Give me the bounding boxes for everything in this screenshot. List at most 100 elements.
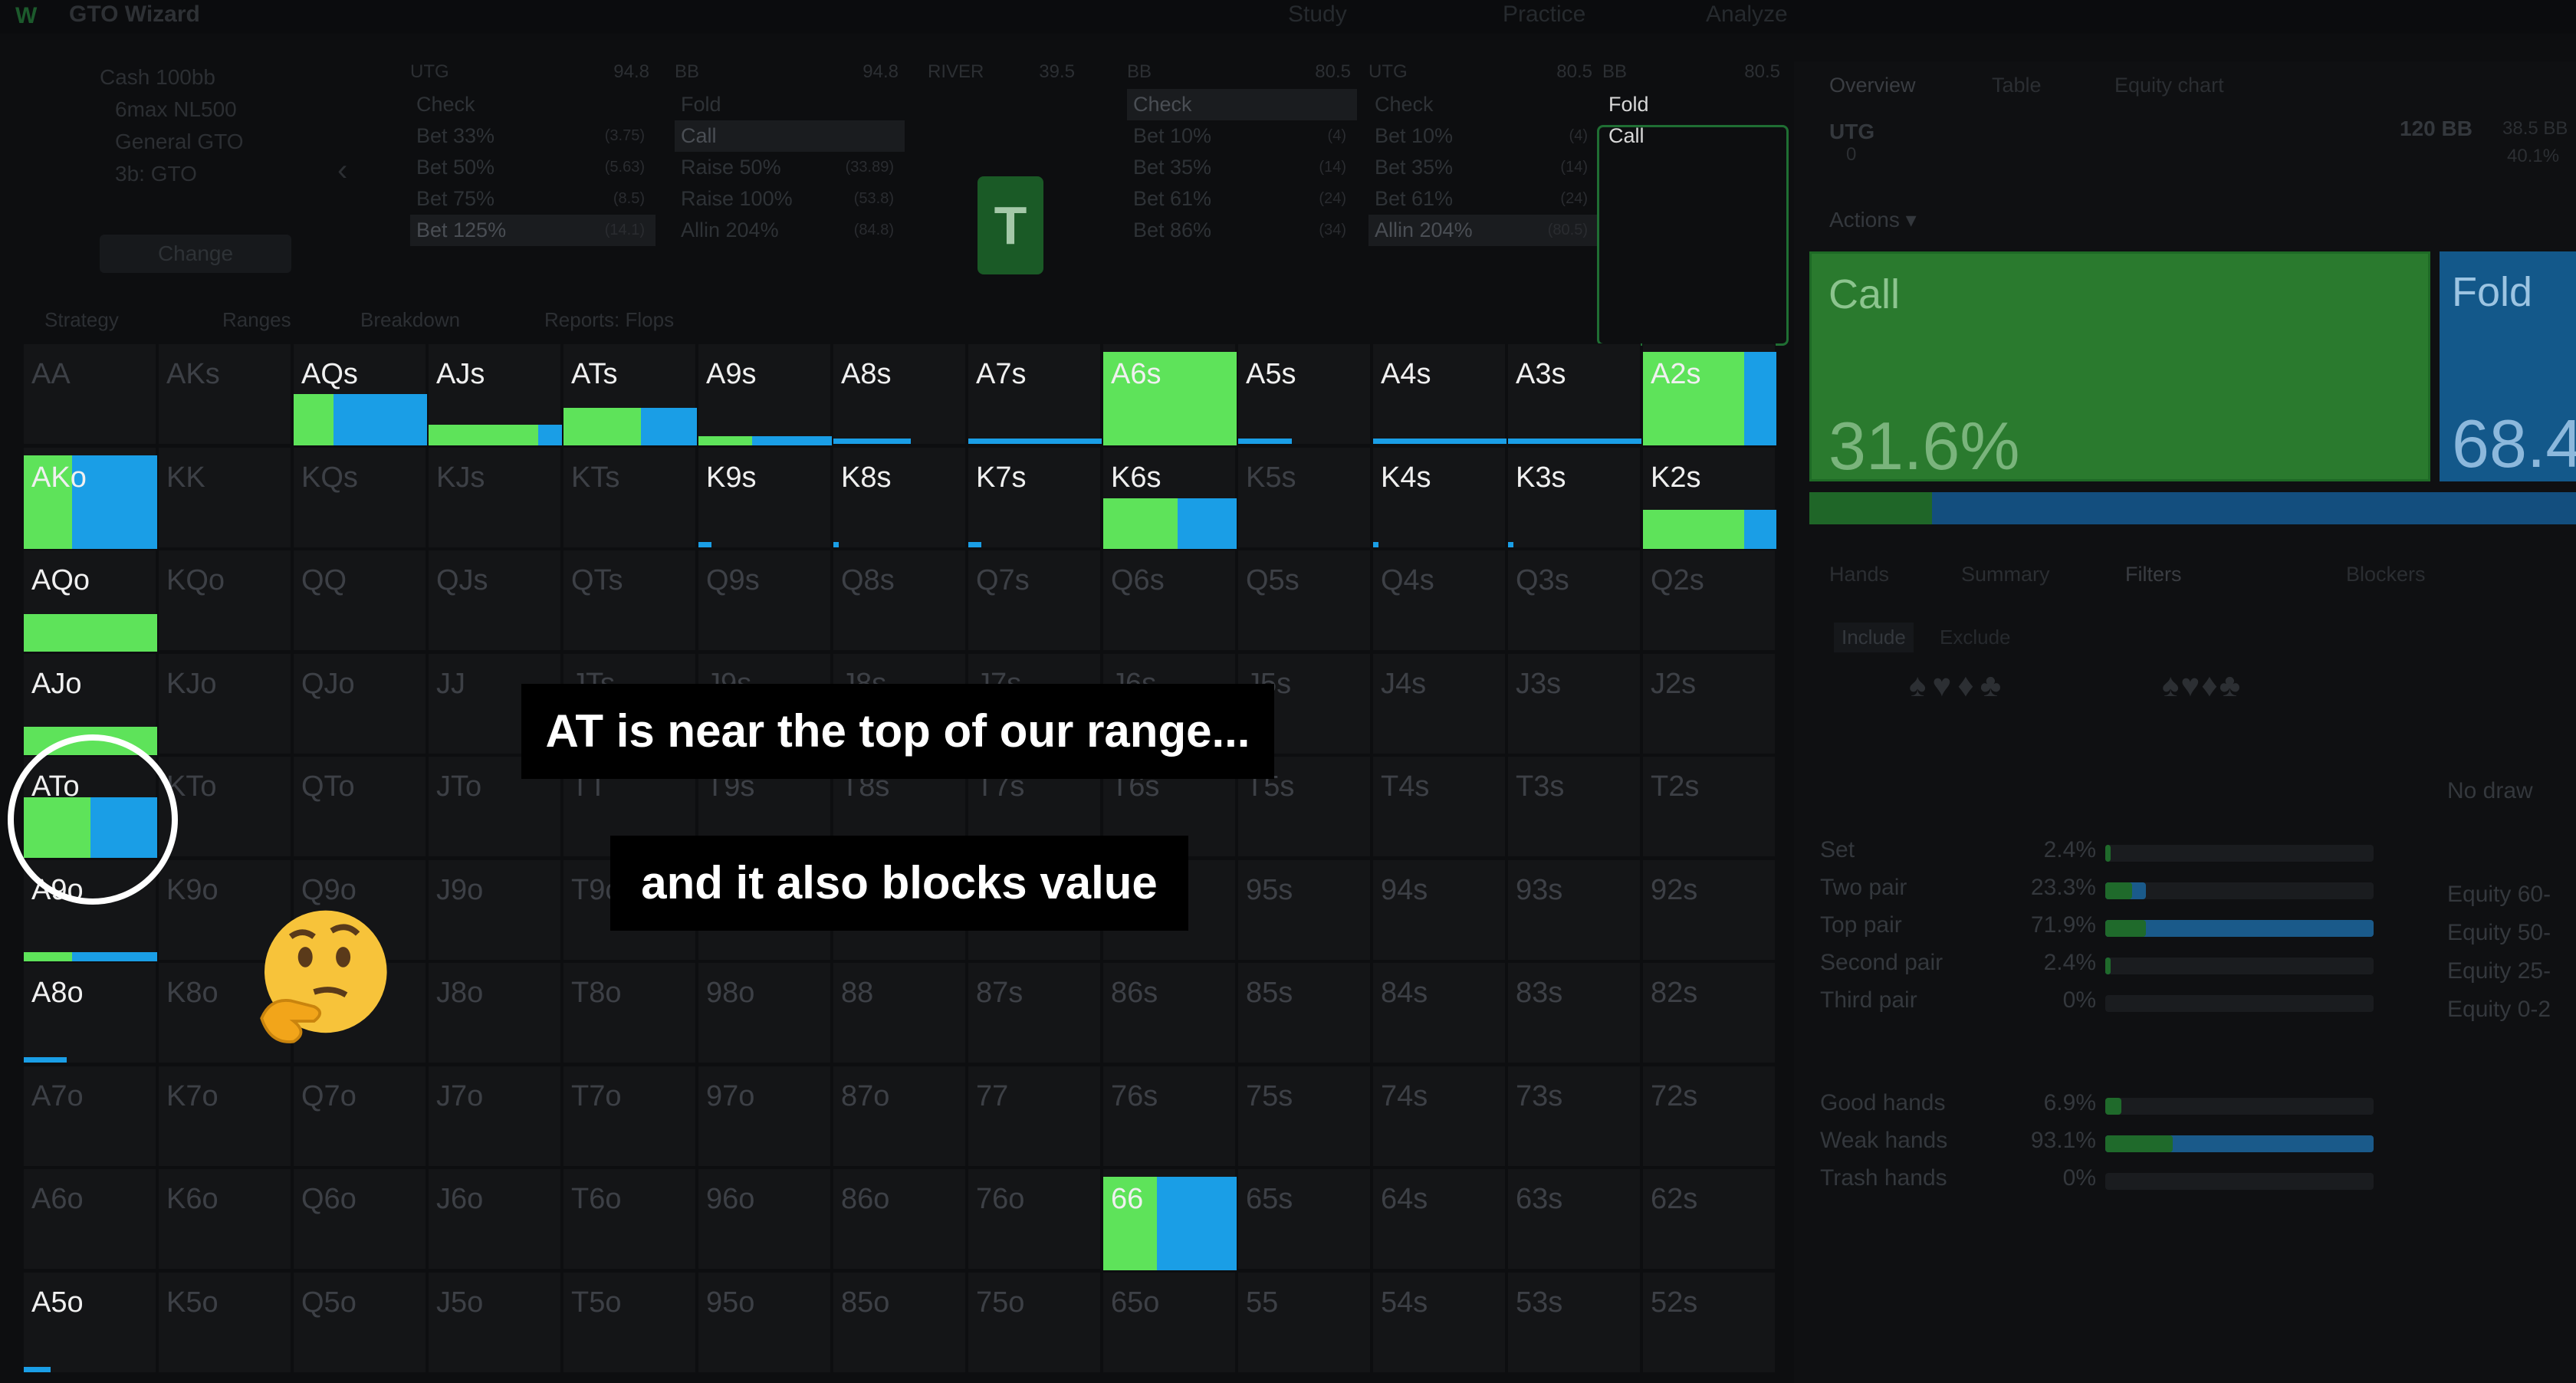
- hand-cell-K8s[interactable]: K8s: [833, 446, 966, 548]
- nav-practice[interactable]: Practice: [1503, 2, 1586, 27]
- hand-cell-92s[interactable]: 92s: [1642, 859, 1776, 961]
- hand-cell-73s[interactable]: 73s: [1507, 1065, 1641, 1167]
- hand-cell-K7s[interactable]: K7s: [968, 446, 1101, 548]
- hand-cell-QJs[interactable]: QJs: [428, 550, 561, 651]
- hand-cell-65s[interactable]: 65s: [1237, 1168, 1371, 1270]
- tab-summary[interactable]: Summary: [1961, 563, 2050, 586]
- hand-cell-KJo[interactable]: KJo: [158, 652, 291, 754]
- hand-cell-K5o[interactable]: K5o: [158, 1271, 291, 1373]
- offsuit-suits-icon[interactable]: ♠♥♦♣: [1909, 667, 2008, 703]
- tab-ranges[interactable]: Ranges: [222, 308, 291, 331]
- hand-cell-93s[interactable]: 93s: [1507, 859, 1641, 961]
- hand-cell-K7o[interactable]: K7o: [158, 1065, 291, 1167]
- hand-cell-Q5o[interactable]: Q5o: [293, 1271, 426, 1373]
- action-option[interactable]: Bet 50% (5.63): [410, 152, 656, 183]
- hand-cell-Q4s[interactable]: Q4s: [1372, 550, 1506, 651]
- hand-cell-54s[interactable]: 54s: [1372, 1271, 1506, 1373]
- hand-cell-QQ[interactable]: QQ: [293, 550, 426, 651]
- hand-cell-94s[interactable]: 94s: [1372, 859, 1506, 961]
- hand-cell-QTo[interactable]: QTo: [293, 756, 426, 857]
- exclude-toggle[interactable]: Exclude: [1940, 626, 2011, 649]
- hand-cell-84s[interactable]: 84s: [1372, 962, 1506, 1063]
- back-chevron-icon[interactable]: ‹: [337, 153, 348, 187]
- hand-cell-K6s[interactable]: K6s: [1102, 446, 1237, 549]
- nav-study[interactable]: Study: [1288, 2, 1347, 27]
- hand-cell-Q9s[interactable]: Q9s: [698, 550, 831, 651]
- fold-summary[interactable]: Fold 68.4: [2440, 251, 2576, 481]
- hand-cell-Q8s[interactable]: Q8s: [833, 550, 966, 651]
- hand-cell-A8o[interactable]: A8o: [23, 962, 156, 1063]
- action-option[interactable]: Check: [1127, 89, 1357, 120]
- hand-cell-Q6o[interactable]: Q6o: [293, 1168, 426, 1270]
- hand-cell-A7s[interactable]: A7s: [968, 343, 1102, 445]
- hand-cell-QJo[interactable]: QJo: [293, 652, 426, 754]
- hand-cell-65o[interactable]: 65o: [1102, 1271, 1236, 1373]
- hand-cell-A2s[interactable]: A2s: [1642, 343, 1776, 445]
- action-option[interactable]: Check: [410, 89, 656, 120]
- action-option[interactable]: Bet 61% (24): [1368, 183, 1598, 215]
- tab-overview[interactable]: Overview: [1829, 74, 1916, 97]
- hand-cell-T4s[interactable]: T4s: [1372, 756, 1506, 857]
- hand-cell-K4s[interactable]: K4s: [1372, 446, 1506, 548]
- hand-cell-T6o[interactable]: T6o: [563, 1168, 696, 1270]
- hand-cell-AJs[interactable]: AJs: [428, 343, 562, 445]
- action-option[interactable]: Fold: [675, 89, 905, 120]
- tab-filters[interactable]: Filters: [2125, 563, 2182, 586]
- hand-cell-83s[interactable]: 83s: [1507, 962, 1641, 1063]
- hand-cell-AA[interactable]: AA: [23, 343, 156, 445]
- hand-cell-Q6s[interactable]: Q6s: [1102, 550, 1236, 651]
- action-option[interactable]: Allin 204% (84.8): [675, 215, 905, 246]
- hand-cell-77[interactable]: 77: [968, 1065, 1101, 1167]
- include-toggle[interactable]: Include: [1834, 623, 1914, 652]
- hand-cell-J7o[interactable]: J7o: [428, 1065, 561, 1167]
- hand-cell-66[interactable]: 66: [1102, 1168, 1237, 1270]
- hand-cell-64s[interactable]: 64s: [1372, 1168, 1506, 1270]
- hand-cell-A6s[interactable]: A6s: [1102, 343, 1237, 445]
- hand-cell-K5s[interactable]: K5s: [1237, 446, 1371, 548]
- hand-cell-A5s[interactable]: A5s: [1237, 343, 1371, 445]
- hand-cell-T8o[interactable]: T8o: [563, 962, 696, 1063]
- hand-cell-KK[interactable]: KK: [158, 446, 291, 548]
- hand-cell-75o[interactable]: 75o: [968, 1271, 1101, 1373]
- hand-cell-A3s[interactable]: A3s: [1507, 343, 1641, 445]
- hand-cell-87s[interactable]: 87s: [968, 962, 1101, 1063]
- hand-cell-J5o[interactable]: J5o: [428, 1271, 561, 1373]
- suited-suits-icon[interactable]: ♠♥♦♣: [2162, 667, 2242, 703]
- hand-cell-K9s[interactable]: K9s: [698, 446, 831, 548]
- nav-analyze[interactable]: Analyze: [1706, 2, 1788, 27]
- hand-cell-Q2s[interactable]: Q2s: [1642, 550, 1776, 651]
- action-option[interactable]: Bet 10% (4): [1368, 120, 1598, 152]
- hand-cell-K6o[interactable]: K6o: [158, 1168, 291, 1270]
- hand-cell-KQo[interactable]: KQo: [158, 550, 291, 651]
- hand-cell-J3s[interactable]: J3s: [1507, 652, 1641, 754]
- hand-cell-72s[interactable]: 72s: [1642, 1065, 1776, 1167]
- action-option[interactable]: Bet 86% (34): [1127, 215, 1357, 246]
- tab-hands[interactable]: Hands: [1829, 563, 1890, 586]
- hand-cell-A6o[interactable]: A6o: [23, 1168, 156, 1270]
- hand-cell-QTs[interactable]: QTs: [563, 550, 696, 651]
- hand-cell-Q3s[interactable]: Q3s: [1507, 550, 1641, 651]
- hand-cell-53s[interactable]: 53s: [1507, 1271, 1641, 1373]
- hand-cell-J2s[interactable]: J2s: [1642, 652, 1776, 754]
- action-option[interactable]: Bet 35% (14): [1127, 152, 1357, 183]
- hand-cell-76o[interactable]: 76o: [968, 1168, 1101, 1270]
- hand-cell-62s[interactable]: 62s: [1642, 1168, 1776, 1270]
- hand-cell-A7o[interactable]: A7o: [23, 1065, 156, 1167]
- hand-cell-T7o[interactable]: T7o: [563, 1065, 696, 1167]
- tab-blockers[interactable]: Blockers: [2346, 563, 2426, 586]
- hand-cell-A4s[interactable]: A4s: [1372, 343, 1506, 445]
- hand-cell-88[interactable]: 88: [833, 962, 966, 1063]
- hand-cell-87o[interactable]: 87o: [833, 1065, 966, 1167]
- action-option[interactable]: Check: [1368, 89, 1598, 120]
- hand-cell-AKs[interactable]: AKs: [158, 343, 291, 445]
- hand-cell-T2s[interactable]: T2s: [1642, 756, 1776, 857]
- hand-cell-98o[interactable]: 98o: [698, 962, 831, 1063]
- action-option[interactable]: Bet 35% (14): [1368, 152, 1598, 183]
- hand-cell-A9s[interactable]: A9s: [698, 343, 832, 445]
- hand-cell-J4s[interactable]: J4s: [1372, 652, 1506, 754]
- action-option[interactable]: Call: [675, 120, 905, 152]
- hand-cell-82s[interactable]: 82s: [1642, 962, 1776, 1063]
- hand-cell-A5o[interactable]: A5o: [23, 1271, 156, 1373]
- action-option[interactable]: Fold: [1602, 89, 1786, 120]
- tab-table[interactable]: Table: [1992, 74, 2042, 97]
